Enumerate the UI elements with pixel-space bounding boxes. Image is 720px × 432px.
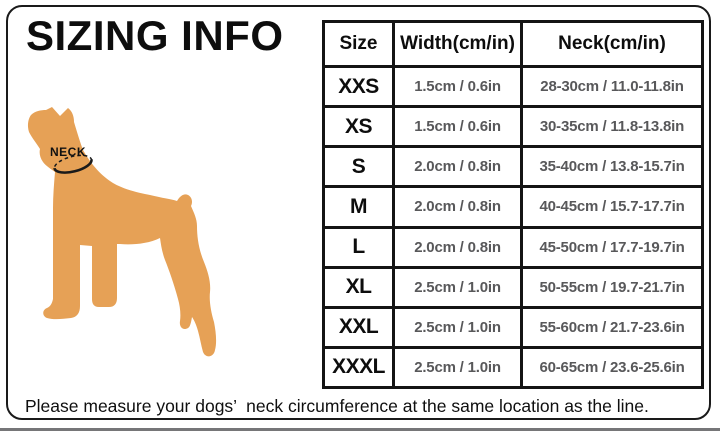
- size-cell: XS: [322, 105, 395, 149]
- table-row: M 2.0cm / 0.8in 40-45cm / 15.7-17.7in: [322, 185, 704, 229]
- neck-label: NECK: [50, 145, 86, 159]
- neck-cell: 45-50cm / 17.7-19.7in: [520, 225, 704, 269]
- size-cell: L: [322, 225, 395, 269]
- col-header-width: Width(cm/in): [392, 20, 523, 68]
- dog-silhouette-graphic: NECK: [27, 107, 217, 357]
- width-cell: 2.5cm / 1.0in: [392, 345, 523, 390]
- table-row: XXXL 2.5cm / 1.0in 60-65cm / 23.6-25.6in: [322, 345, 704, 390]
- size-cell: XXXL: [322, 345, 395, 390]
- table-header-row: Size Width(cm/in) Neck(cm/in): [322, 20, 704, 68]
- width-cell: 2.0cm / 0.8in: [392, 225, 523, 269]
- width-cell: 1.5cm / 0.6in: [392, 105, 523, 149]
- width-cell: 1.5cm / 0.6in: [392, 64, 523, 109]
- col-header-neck: Neck(cm/in): [520, 20, 704, 68]
- page-title: SIZING INFO: [26, 12, 284, 59]
- neck-cell: 50-55cm / 19.7-21.7in: [520, 265, 704, 309]
- neck-cell: 40-45cm / 15.7-17.7in: [520, 185, 704, 229]
- width-cell: 2.0cm / 0.8in: [392, 145, 523, 189]
- neck-cell: 28-30cm / 11.0-11.8in: [520, 64, 704, 109]
- table-row: XXS 1.5cm / 0.6in 28-30cm / 11.0-11.8in: [322, 64, 704, 109]
- width-cell: 2.0cm / 0.8in: [392, 185, 523, 229]
- table-row: S 2.0cm / 0.8in 35-40cm / 13.8-15.7in: [322, 145, 704, 189]
- neck-cell: 35-40cm / 13.8-15.7in: [520, 145, 704, 189]
- dog-body-shape: [27, 107, 217, 357]
- neck-cell: 55-60cm / 21.7-23.6in: [520, 305, 704, 349]
- size-cell: XXS: [322, 64, 395, 109]
- neck-cell: 60-65cm / 23.6-25.6in: [520, 345, 704, 390]
- neck-cell: 30-35cm / 11.8-13.8in: [520, 105, 704, 149]
- table-row: L 2.0cm / 0.8in 45-50cm / 17.7-19.7in: [322, 225, 704, 269]
- dog-illustration: NECK: [22, 98, 222, 363]
- caption-note: Please measure your dogs’ neck circumfer…: [25, 396, 649, 416]
- table-row: XL 2.5cm / 1.0in 50-55cm / 19.7-21.7in: [322, 265, 704, 309]
- width-cell: 2.5cm / 1.0in: [392, 265, 523, 309]
- bottom-edge-line: [0, 428, 720, 431]
- size-cell: XL: [322, 265, 395, 309]
- sizing-table: Size Width(cm/in) Neck(cm/in) XXS 1.5cm /…: [322, 20, 704, 390]
- col-header-size: Size: [322, 20, 395, 68]
- size-cell: XXL: [322, 305, 395, 349]
- size-cell: M: [322, 185, 395, 229]
- width-cell: 2.5cm / 1.0in: [392, 305, 523, 349]
- table-row: XXL 2.5cm / 1.0in 55-60cm / 21.7-23.6in: [322, 305, 704, 349]
- size-cell: S: [322, 145, 395, 189]
- table-row: XS 1.5cm / 0.6in 30-35cm / 11.8-13.8in: [322, 105, 704, 149]
- neck-measure-line-solid: [53, 154, 93, 174]
